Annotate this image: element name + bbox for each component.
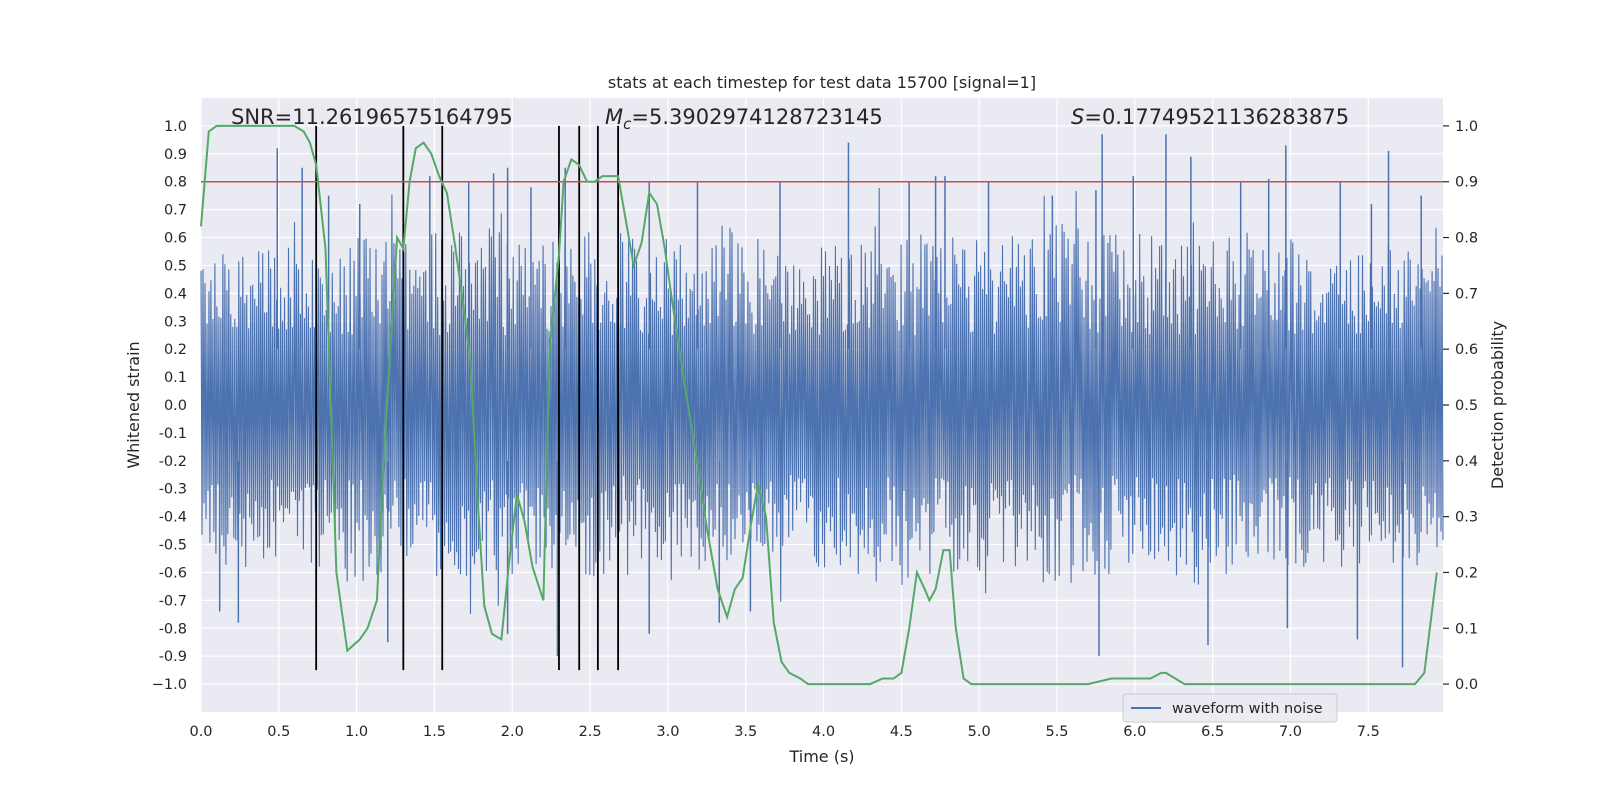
y-right-tick-label-3: 0.7 [1455, 286, 1478, 302]
x-tick-label-9: 4.5 [890, 724, 913, 740]
y-axis-label: Whitened strain [124, 341, 143, 468]
chart-title: stats at each timestep for test data 157… [608, 73, 1036, 92]
x-tick-label-4: 2.0 [501, 724, 524, 740]
y-tick-label-16: -0.6 [159, 565, 187, 581]
y-tick-label-4: 0.6 [164, 231, 187, 247]
x-tick-label-15: 7.5 [1357, 724, 1380, 740]
x-axis-label: Time (s) [788, 747, 854, 766]
y-tick-label-8: 0.2 [164, 342, 187, 358]
x-tick-label-8: 4.0 [812, 724, 835, 740]
y-right-tick-label-7: 0.3 [1455, 510, 1478, 526]
legend-entry-waveform: waveform with noise [1172, 701, 1323, 717]
chirp-mass-value: =5.3902974128723145 [631, 105, 882, 129]
y-right-tick-label-10: 0.0 [1455, 677, 1478, 693]
y-right-axis-label: Detection probability [1488, 321, 1507, 489]
x-tick-label-0: 0.0 [189, 724, 212, 740]
y-tick-label-15: -0.5 [159, 538, 187, 554]
chirp-mass-symbol: M [605, 105, 623, 129]
x-tick-label-3: 1.5 [423, 724, 446, 740]
waveform-trace [200, 187, 1444, 615]
y-tick-label-2: 0.8 [164, 175, 187, 191]
y-tick-label-11: -0.1 [159, 426, 187, 442]
y-right-tick-label-0: 1.0 [1455, 119, 1478, 135]
chirp-mass-subscript: c [623, 115, 632, 133]
y-tick-label-12: -0.2 [159, 454, 187, 470]
y-right-tick-label-8: 0.2 [1455, 565, 1478, 581]
y-right-tick-label-9: 0.1 [1455, 621, 1478, 637]
s-annotation: S=0.17749521136283875 [1071, 105, 1349, 129]
x-tick-label-12: 6.0 [1123, 724, 1146, 740]
y-right-tick-label-6: 0.4 [1455, 454, 1478, 470]
y-right-axis-ticks: 1.0 0.9 0.8 0.7 0.6 0.5 0.4 0.3 0.2 0.1 0.0 [1443, 119, 1478, 693]
y-tick-label-14: -0.4 [159, 510, 187, 526]
y-tick-label-10: 0.0 [164, 398, 187, 414]
chirp-mass-annotation: Mc=5.3902974128723145 [605, 105, 883, 133]
detection-probability-series [200, 124, 1438, 686]
waveform-series [200, 134, 1444, 668]
s-value: =0.17749521136283875 [1084, 105, 1349, 129]
y-tick-label-0: 1.0 [164, 119, 187, 135]
x-tick-label-5: 2.5 [579, 724, 602, 740]
x-tick-label-1: 0.5 [267, 724, 290, 740]
y-tick-label-7: 0.3 [164, 314, 187, 330]
y-tick-label-20: −1.0 [152, 677, 187, 693]
y-tick-label-5: 0.5 [164, 258, 187, 274]
x-tick-label-7: 3.5 [734, 724, 757, 740]
y-right-tick-label-2: 0.8 [1455, 231, 1478, 247]
legend-box [1122, 693, 1338, 723]
y-right-tick-label-1: 0.9 [1455, 175, 1478, 191]
y-tick-label-18: -0.8 [159, 621, 187, 637]
y-tick-label-3: 0.7 [164, 203, 187, 219]
vertical-markers [315, 125, 620, 671]
detection-probability-line [200, 124, 1438, 686]
y-tick-label-6: 0.4 [164, 286, 187, 302]
y-tick-label-1: 0.9 [164, 147, 187, 163]
x-tick-label-14: 7.0 [1279, 724, 1302, 740]
y-right-tick-label-5: 0.5 [1455, 398, 1478, 414]
y-right-tick-label-4: 0.6 [1455, 342, 1478, 358]
x-tick-label-2: 1.0 [345, 724, 368, 740]
x-axis-ticks: 0.0 0.5 1.0 1.5 2.0 2.5 3.0 3.5 4.0 4.5 5.0 5.5 6.0 6… [189, 724, 1379, 740]
x-tick-label-6: 3.0 [656, 724, 679, 740]
x-tick-label-11: 5.5 [1045, 724, 1068, 740]
x-tick-label-13: 6.5 [1201, 724, 1224, 740]
x-tick-label-10: 5.0 [968, 724, 991, 740]
snr-annotation: SNR=11.26196575164795 [231, 105, 513, 129]
y-axis-ticks: 1.0 0.9 0.8 0.7 0.6 0.5 0.4 0.3 0.2 0.1 0.0 -0.1 -0.… [152, 119, 187, 693]
y-tick-label-17: -0.7 [159, 593, 187, 609]
y-tick-label-13: -0.3 [159, 482, 187, 498]
y-tick-label-9: 0.1 [164, 370, 187, 386]
legend: waveform with noise [1122, 693, 1338, 723]
y-tick-label-19: -0.9 [159, 649, 187, 665]
s-symbol: S [1071, 105, 1084, 129]
